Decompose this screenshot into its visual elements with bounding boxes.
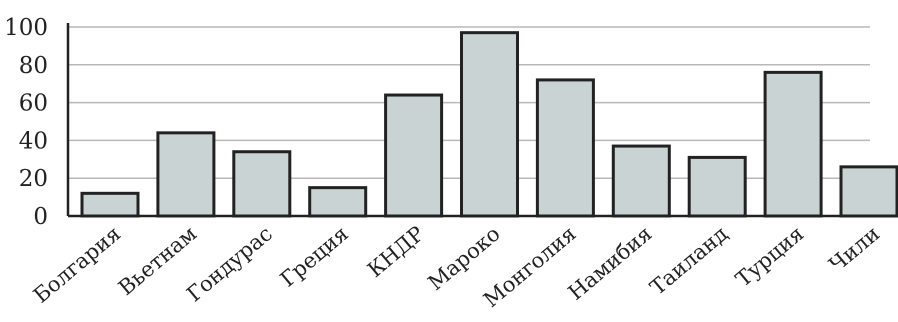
bar-1 — [80, 191, 140, 218]
y-tick-label: 20 — [19, 166, 48, 192]
bar-11 — [839, 165, 898, 218]
bars — [80, 31, 898, 218]
y-tick-label: 60 — [19, 91, 48, 117]
bar-9 — [687, 155, 747, 218]
x-category-label: Турция — [731, 221, 808, 291]
bar-2 — [156, 131, 216, 218]
y-tick-labels: 0 20 40 60 80 100 — [4, 15, 48, 230]
bar-5 — [384, 93, 444, 218]
x-category-label: Болгария — [29, 221, 125, 307]
y-tick-label: 80 — [19, 53, 48, 79]
y-tick-label: 100 — [4, 15, 48, 41]
x-category-label: Греция — [276, 221, 353, 291]
bar-3 — [232, 150, 292, 218]
bar-4 — [308, 186, 368, 218]
bar-7 — [535, 78, 595, 218]
bar-10 — [763, 70, 823, 218]
bar-6 — [460, 31, 519, 218]
y-tick-label: 40 — [19, 128, 48, 154]
x-category-label: Гондурас — [182, 221, 277, 306]
axes — [66, 23, 870, 218]
x-category-label: Чили — [825, 221, 885, 276]
y-tick-label: 0 — [33, 204, 48, 230]
x-category-label: Таиланд — [646, 221, 733, 299]
x-category-label: КНДР — [363, 221, 429, 282]
bar-8 — [611, 144, 671, 218]
x-category-label: Намибия — [564, 221, 657, 304]
